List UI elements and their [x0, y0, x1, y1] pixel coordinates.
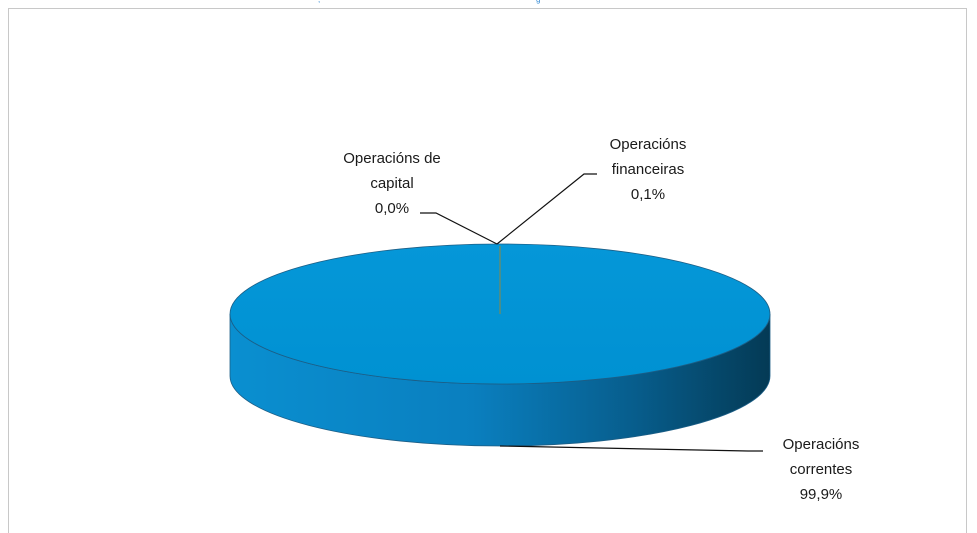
- label-financeiras-line1: Operacións: [610, 136, 687, 153]
- label-financeiras-value: 0,1%: [631, 186, 665, 203]
- leader-lines: [420, 173, 763, 452]
- top-cut-mark: g: [536, 0, 542, 4]
- label-correntes-line1: Operacións: [783, 436, 860, 453]
- label-capital-value: 0,0%: [375, 200, 409, 217]
- leader-line-capital: [420, 212, 498, 245]
- pie-3d: [229, 243, 771, 447]
- label-capital-line2: capital: [370, 175, 413, 192]
- top-edge-strip: , g: [0, 0, 977, 8]
- label-correntes-value: 99,9%: [800, 486, 843, 503]
- data-label-correntes: Operacións correntes 99,9%: [783, 436, 860, 503]
- leader-line-financeiras: [496, 173, 597, 245]
- data-label-financeiras: Operacións financeiras 0,1%: [610, 136, 687, 203]
- label-capital-line1: Operacións de: [343, 150, 441, 167]
- top-cut-mark: ,: [318, 0, 324, 4]
- data-label-capital: Operacións de capital 0,0%: [343, 150, 441, 217]
- leader-line-correntes: [499, 445, 763, 452]
- label-financeiras-line2: financeiras: [612, 161, 685, 178]
- label-correntes-line2: correntes: [790, 461, 853, 478]
